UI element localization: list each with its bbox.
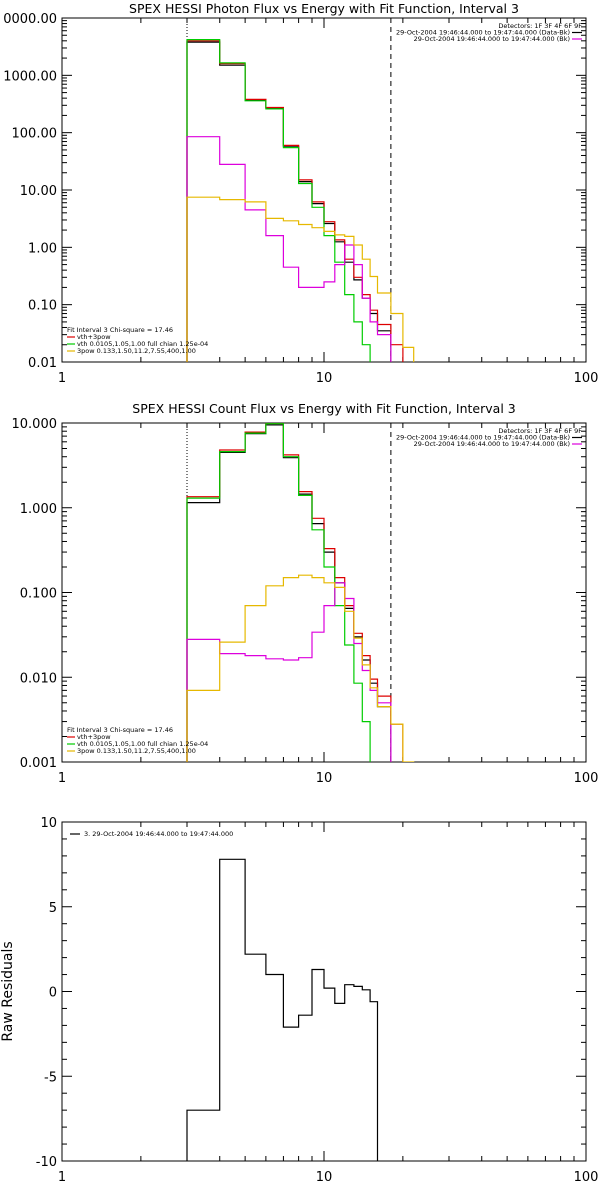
legend-entry: 3pow 0.133,1.50,11.2,7.55,400,1.00 (77, 747, 196, 755)
y-axis: -10 -5 0 5 10 (36, 816, 586, 1170)
series-line-4 (186, 196, 415, 362)
series-line-1 (186, 423, 404, 762)
count-flux-panel: SPEX HESSI Count Flux vs Energy with Fit… (12, 401, 599, 786)
y-tick-label: 0 (49, 986, 57, 1001)
y-tick-label: 0000.00 (3, 12, 57, 27)
legend-entry: 3pow 0.133,1.50,11.2,7.55,400,1.00 (77, 347, 196, 355)
series-group (186, 39, 415, 362)
y-axis: 0.01 0.10 1.00 10.00 100.00 1000.00 0000.00 (3, 12, 586, 371)
y-tick-label: 10 (40, 816, 57, 831)
annotation-text: 29-Oct-2004 19:46:44.000 to 19:47:44.000… (414, 35, 570, 43)
y-tick-label: 1000.00 (3, 69, 57, 84)
chart-title: SPEX HESSI Photon Flux vs Energy with Fi… (129, 1, 519, 16)
y-tick-label: 0.010 (20, 671, 57, 686)
legend-header: Fit Interval 3 Chi-square = 17.46 (67, 326, 173, 334)
photon-flux-panel: SPEX HESSI Photon Flux vs Energy with Fi… (3, 1, 598, 386)
y-tick-label: 1.000 (20, 502, 57, 517)
series-line-0 (186, 858, 379, 1161)
legend: Fit Interval 3 Chi-square = 17.46vth+3po… (67, 326, 208, 355)
annotation-text: Detectors: 1F 3F 4F 6F 9F (498, 22, 582, 30)
y-tick-label: -10 (36, 1155, 57, 1170)
legend-entry: vth+3pow (77, 333, 111, 341)
annotation-text: Detectors: 1F 3F 4F 6F 9F (498, 427, 582, 435)
annotation-text: 29-Oct-2004 19:46:44.000 to 19:47:44.000… (414, 440, 570, 448)
legend-entry: vth 0.0105,1.05,1.00 full chian 1.25e-04 (77, 340, 208, 348)
legend: 3. 29-Oct-2004 19:46:44.000 to 19:47:44.… (70, 830, 233, 838)
annotation-text: 29-Oct-2004 19:46:44.000 to 19:47:44.000… (396, 29, 570, 37)
y-tick-label: 0.100 (20, 587, 57, 602)
legend-entry: 3. 29-Oct-2004 19:46:44.000 to 19:47:44.… (84, 830, 233, 838)
series-group (186, 858, 379, 1161)
x-tick-label: 100 (574, 1170, 599, 1185)
series-line-1 (186, 40, 404, 362)
y-tick-label: 1.00 (28, 241, 57, 256)
annotation-text: 29-Oct-2004 19:46:44.000 to 19:47:44.000… (396, 434, 570, 442)
y-tick-label: 10.000 (12, 417, 58, 432)
y-tick-label: -5 (44, 1070, 57, 1085)
series-line-2 (186, 423, 371, 762)
y-tick-label: 100.00 (12, 127, 58, 142)
x-tick-label: 1 (58, 1170, 66, 1185)
x-axis: 1 10 100 (58, 423, 599, 786)
y-tick-label: 0.001 (20, 756, 57, 771)
y-tick-label: 0.01 (28, 356, 57, 371)
y-axis-label: Raw Residuals (0, 941, 16, 1041)
x-tick-label: 1 (58, 371, 66, 386)
legend: Fit Interval 3 Chi-square = 17.46vth+3po… (67, 726, 208, 755)
legend-entry: vth+3pow (77, 733, 111, 741)
x-tick-label: 100 (574, 371, 599, 386)
x-axis: 1 10 100 (58, 822, 599, 1185)
x-tick-label: 10 (316, 1170, 333, 1185)
legend-header: Fit Interval 3 Chi-square = 17.46 (67, 726, 173, 734)
y-tick-label: 10.00 (20, 184, 57, 199)
x-tick-label: 10 (316, 371, 333, 386)
series-line-4 (186, 574, 415, 762)
x-tick-label: 1 (58, 771, 66, 786)
x-tick-label: 100 (574, 771, 599, 786)
y-tick-label: 5 (49, 901, 57, 916)
series-line-2 (186, 39, 371, 362)
x-tick-label: 10 (316, 771, 333, 786)
residuals-panel: 1 10 100 -10 -5 0 5 10 Raw Residuals 3. 29-Oct-20… (0, 816, 598, 1185)
chart-title: SPEX HESSI Count Flux vs Energy with Fit… (132, 401, 515, 416)
legend-entry: vth 0.0105,1.05,1.00 full chian 1.25e-04 (77, 740, 208, 748)
series-line-3 (186, 136, 392, 362)
y-axis: 0.001 0.010 0.100 1.000 10.000 (12, 417, 586, 771)
series-group (186, 423, 415, 762)
y-tick-label: 0.10 (28, 299, 57, 314)
